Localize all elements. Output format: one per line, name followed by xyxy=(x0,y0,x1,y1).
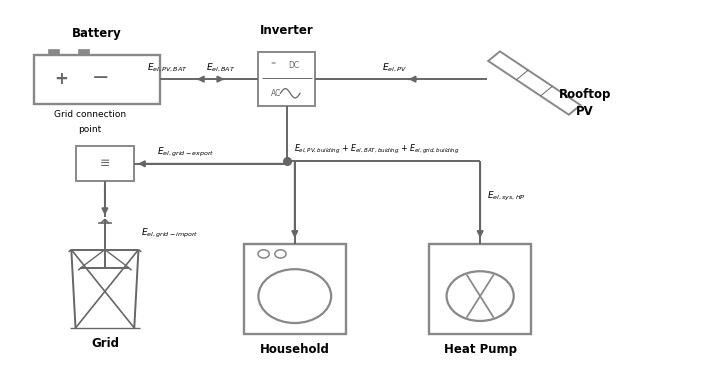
Text: AC: AC xyxy=(271,89,281,98)
Text: $E_{el,grid-export}$: $E_{el,grid-export}$ xyxy=(157,145,215,159)
Text: $E_{el,sys,HP}$: $E_{el,sys,HP}$ xyxy=(487,190,526,204)
Text: Grid connection: Grid connection xyxy=(54,110,126,119)
Text: $E_{el,PV}$: $E_{el,PV}$ xyxy=(382,62,407,74)
Text: $E_{el,PV,building}$ + $E_{el,BAT,buiding}$ + $E_{el,grid,building}$: $E_{el,PV,building}$ + $E_{el,BAT,buidin… xyxy=(294,142,460,156)
Text: $E_{el,BAT}$: $E_{el,BAT}$ xyxy=(207,62,235,74)
Text: $E_{el,grid-import}$: $E_{el,grid-import}$ xyxy=(141,227,199,240)
Bar xyxy=(78,49,89,54)
Text: ≡: ≡ xyxy=(99,157,110,170)
Bar xyxy=(35,54,160,104)
Bar xyxy=(429,244,531,334)
Bar xyxy=(244,244,345,334)
Text: Rooftop: Rooftop xyxy=(558,88,611,101)
Text: +: + xyxy=(54,70,68,88)
Text: −: − xyxy=(92,68,109,88)
Text: $E_{el,PV,BAT}$: $E_{el,PV,BAT}$ xyxy=(147,62,188,74)
Bar xyxy=(48,49,59,54)
Text: Battery: Battery xyxy=(73,27,122,40)
Text: ⁼: ⁼ xyxy=(270,60,275,70)
Text: Inverter: Inverter xyxy=(260,24,314,38)
Text: point: point xyxy=(78,125,102,134)
Text: Heat Pump: Heat Pump xyxy=(443,343,517,357)
Text: Household: Household xyxy=(260,343,330,357)
Text: PV: PV xyxy=(576,105,594,118)
Text: DC: DC xyxy=(288,60,299,70)
Bar xyxy=(76,146,133,181)
Text: Grid: Grid xyxy=(91,337,119,350)
Bar xyxy=(258,52,315,106)
